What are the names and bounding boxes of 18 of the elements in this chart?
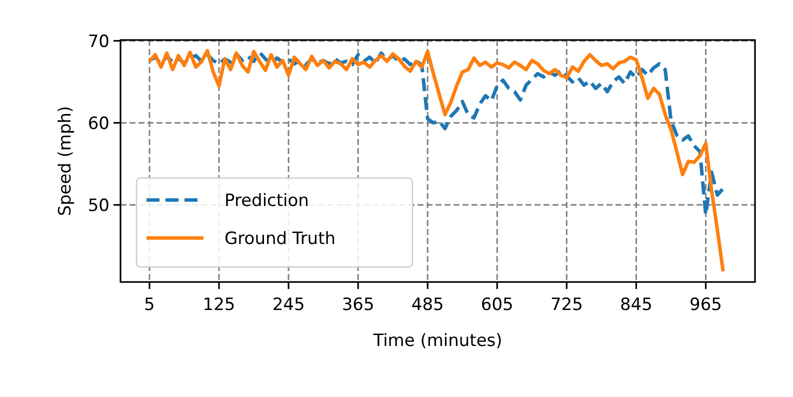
x-tick-label: 845	[620, 295, 652, 315]
y-axis-title: Speed (mph)	[56, 106, 76, 216]
x-tick-label: 245	[272, 295, 305, 315]
y-tick-label: 70	[88, 32, 110, 52]
x-tick-label: 125	[202, 295, 236, 315]
x-tick-label: 5	[144, 295, 155, 315]
line-series	[148, 48, 725, 274]
x-tick-label: 365	[342, 295, 374, 315]
line-series	[148, 50, 725, 216]
y-tick-label: 60	[88, 114, 110, 134]
x-tick-label: 485	[411, 295, 444, 315]
x-tick-label: 725	[550, 295, 583, 315]
y-tick-label: 50	[88, 196, 110, 216]
x-axis-title: Time (minutes)	[372, 331, 502, 351]
legend-label: Prediction	[224, 191, 309, 211]
x-tick-label: 965	[690, 295, 722, 315]
legend-label: Ground Truth	[224, 229, 336, 249]
x-tick-label: 605	[480, 295, 514, 315]
